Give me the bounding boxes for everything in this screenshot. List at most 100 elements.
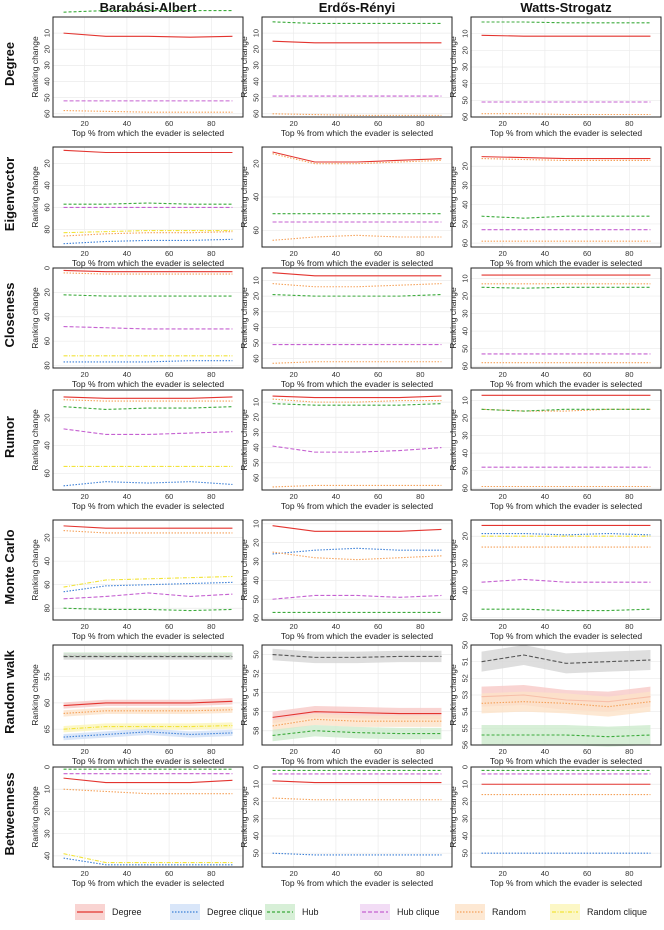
- panel-background: [262, 520, 452, 620]
- x-tick-label: 40: [332, 249, 340, 258]
- series-line-degree-clique: [63, 360, 233, 363]
- y-tick-label: 10: [461, 274, 470, 282]
- x-axis-label: Top % from which the evader is selected: [490, 258, 642, 268]
- series-line-random: [272, 234, 442, 241]
- x-tick-label: 80: [207, 747, 215, 756]
- series-line-hub: [63, 202, 233, 205]
- panel-random-walk-watts-strogatz: 20 40 60 80 50 51 52 53 54 55 56 Top % from which t…: [448, 641, 662, 766]
- y-tick-label: 40: [252, 576, 261, 584]
- x-axis-label: Top % from which the evader is selected: [490, 128, 642, 138]
- series-line-hub: [481, 608, 651, 612]
- row-title-eigenvector: Eigenvector: [2, 157, 17, 231]
- x-tick-label: 40: [332, 370, 340, 379]
- x-tick-label: 80: [625, 747, 633, 756]
- legend-label: Random: [492, 907, 526, 917]
- y-tick-label: 30: [252, 557, 261, 565]
- y-tick-label: 10: [252, 780, 261, 788]
- y-tick-label: 60: [461, 113, 470, 121]
- series-line-gray: [272, 653, 442, 658]
- y-tick-label: 51: [461, 657, 470, 665]
- series-band-random-clique: [63, 722, 233, 733]
- y-tick-label: 10: [461, 780, 470, 788]
- series-line-random: [272, 797, 442, 801]
- y-tick-label: 60: [43, 469, 52, 477]
- x-tick-label: 40: [332, 492, 340, 501]
- x-axis-label: Top % from which the evader is selected: [72, 501, 224, 511]
- y-tick-label: 80: [43, 361, 52, 369]
- y-tick-label: 30: [461, 431, 470, 439]
- x-tick-label: 20: [289, 492, 297, 501]
- y-axis-label: Ranking change: [448, 664, 458, 726]
- series-band-gray: [272, 648, 442, 664]
- y-tick-label: 10: [252, 520, 261, 528]
- series-line-degree-clique: [63, 581, 233, 593]
- panel-frame: [470, 267, 662, 369]
- x-tick-label: 40: [541, 747, 549, 756]
- row-title-rumor: Rumor: [2, 416, 17, 458]
- panel-background: [471, 268, 661, 368]
- y-axis-label: Ranking change: [239, 786, 249, 848]
- y-tick-label: 50: [461, 849, 470, 857]
- y-tick-label: 30: [43, 61, 52, 69]
- x-tick-label: 40: [541, 119, 549, 128]
- series-line-random: [272, 718, 442, 727]
- y-tick-label: 40: [252, 443, 261, 451]
- x-tick-label: 20: [498, 622, 506, 631]
- y-axis-label: Ranking change: [239, 36, 249, 98]
- panels: 20 40 60 80 10 20 30 40 50 60 Top % from which the…: [30, 9, 662, 888]
- x-tick-label: 80: [625, 370, 633, 379]
- y-tick-label: 60: [43, 110, 52, 118]
- x-tick-label: 20: [498, 249, 506, 258]
- panel-background: [262, 390, 452, 490]
- series-line-degree: [63, 149, 233, 154]
- y-tick-label: 20: [461, 532, 470, 540]
- y-tick-label: 20: [461, 797, 470, 805]
- y-tick-label: 30: [461, 309, 470, 317]
- series-line-hub-clique: [272, 445, 442, 453]
- panel-frame: [470, 146, 662, 248]
- x-tick-label: 20: [498, 370, 506, 379]
- y-tick-label: 10: [461, 29, 470, 37]
- y-tick-label: 40: [252, 832, 261, 840]
- y-tick-label: 20: [252, 45, 261, 53]
- series-band-random: [272, 713, 442, 732]
- panel-frame: [261, 766, 453, 868]
- x-tick-label: 40: [123, 370, 131, 379]
- x-tick-label: 40: [332, 622, 340, 631]
- x-tick-label: 20: [80, 869, 88, 878]
- series-line-hub-clique: [272, 594, 442, 600]
- y-tick-label: 50: [461, 345, 470, 353]
- series-line-degree-clique: [63, 238, 233, 245]
- x-tick-label: 20: [289, 119, 297, 128]
- y-tick-label: 60: [461, 362, 470, 370]
- series-line-random-clique: [63, 853, 233, 864]
- x-tick-label: 20: [289, 747, 297, 756]
- y-tick-label: 50: [252, 459, 261, 467]
- series-line-degree: [481, 156, 651, 160]
- x-tick-label: 40: [123, 622, 131, 631]
- x-tick-label: 40: [123, 249, 131, 258]
- x-tick-label: 60: [165, 747, 173, 756]
- y-tick-label: 80: [43, 225, 52, 233]
- x-tick-label: 60: [583, 492, 591, 501]
- y-tick-label: 0: [461, 765, 470, 769]
- panel-background: [471, 147, 661, 247]
- series-line-degree: [272, 711, 442, 718]
- legend-label: Degree: [112, 907, 142, 917]
- x-tick-label: 80: [625, 119, 633, 128]
- series-line-random: [63, 231, 233, 237]
- y-tick-label: 60: [252, 110, 261, 118]
- x-tick-label: 80: [207, 370, 215, 379]
- panel-frame: [470, 519, 662, 621]
- x-tick-label: 80: [625, 492, 633, 501]
- y-tick-label: 30: [461, 559, 470, 567]
- legend-item-random-clique: Random clique: [550, 904, 647, 920]
- y-axis-label: Ranking change: [30, 36, 40, 98]
- x-axis-label: Top % from which the evader is selected: [281, 128, 433, 138]
- panel-frame: [261, 16, 453, 118]
- x-tick-label: 60: [165, 119, 173, 128]
